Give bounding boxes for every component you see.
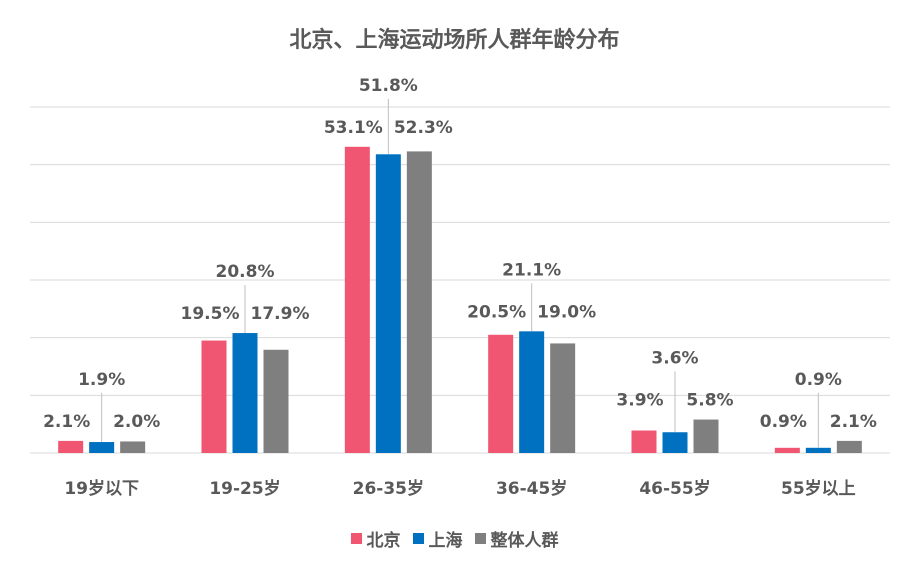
x-tick-label: 19-25岁 xyxy=(209,478,280,499)
legend-label: 上海 xyxy=(428,531,463,551)
bar xyxy=(519,331,545,453)
data-label: 53.1% xyxy=(324,118,383,138)
bar xyxy=(550,343,576,453)
data-label: 52.3% xyxy=(394,118,453,138)
bar xyxy=(774,447,800,453)
legend-item: 上海 xyxy=(412,526,463,551)
data-label: 20.5% xyxy=(467,302,526,322)
legend-label: 整体人群 xyxy=(490,531,559,551)
data-label: 19.0% xyxy=(537,302,596,322)
data-label: 21.1% xyxy=(502,260,561,280)
bar xyxy=(201,340,227,453)
bar xyxy=(805,447,831,453)
bar xyxy=(89,442,115,453)
data-label: 5.8% xyxy=(686,391,733,411)
bar xyxy=(662,432,688,453)
chart-legend: 北京 上海 整体人群 xyxy=(0,526,909,551)
legend-swatch xyxy=(412,533,424,544)
legend-label: 北京 xyxy=(366,531,401,551)
x-tick-label: 36-45岁 xyxy=(496,478,567,499)
bar xyxy=(836,440,862,453)
bar xyxy=(406,151,432,454)
data-label: 51.8% xyxy=(359,76,418,96)
data-label: 0.9% xyxy=(795,370,842,390)
data-label: 3.9% xyxy=(616,391,663,411)
bar xyxy=(693,419,719,453)
bar xyxy=(631,430,657,453)
chart-title: 北京、上海运动场所人群年龄分布 xyxy=(289,28,620,53)
legend-swatch xyxy=(350,533,362,544)
bar xyxy=(58,440,84,453)
data-label: 1.9% xyxy=(78,370,125,390)
bar xyxy=(375,154,401,453)
x-tick-label: 46-55岁 xyxy=(639,478,710,499)
data-label: 2.1% xyxy=(43,412,90,432)
x-tick-label: 26-35岁 xyxy=(353,478,424,499)
data-label: 2.0% xyxy=(113,412,160,432)
legend-item: 整体人群 xyxy=(474,526,559,551)
bar xyxy=(488,334,514,453)
data-label: 20.8% xyxy=(216,262,275,282)
bar xyxy=(263,349,289,453)
data-label: 0.9% xyxy=(760,412,807,432)
data-label: 19.5% xyxy=(181,304,240,324)
x-tick-label: 55岁以上 xyxy=(781,478,856,499)
data-label: 3.6% xyxy=(651,349,698,369)
x-tick-label: 19岁以下 xyxy=(64,478,139,499)
bar xyxy=(344,146,370,454)
data-label: 17.9% xyxy=(251,304,310,324)
bar xyxy=(232,333,258,453)
data-label: 2.1% xyxy=(830,412,877,432)
legend-item: 北京 xyxy=(350,526,401,551)
legend-swatch xyxy=(474,533,486,544)
bar xyxy=(120,441,146,453)
